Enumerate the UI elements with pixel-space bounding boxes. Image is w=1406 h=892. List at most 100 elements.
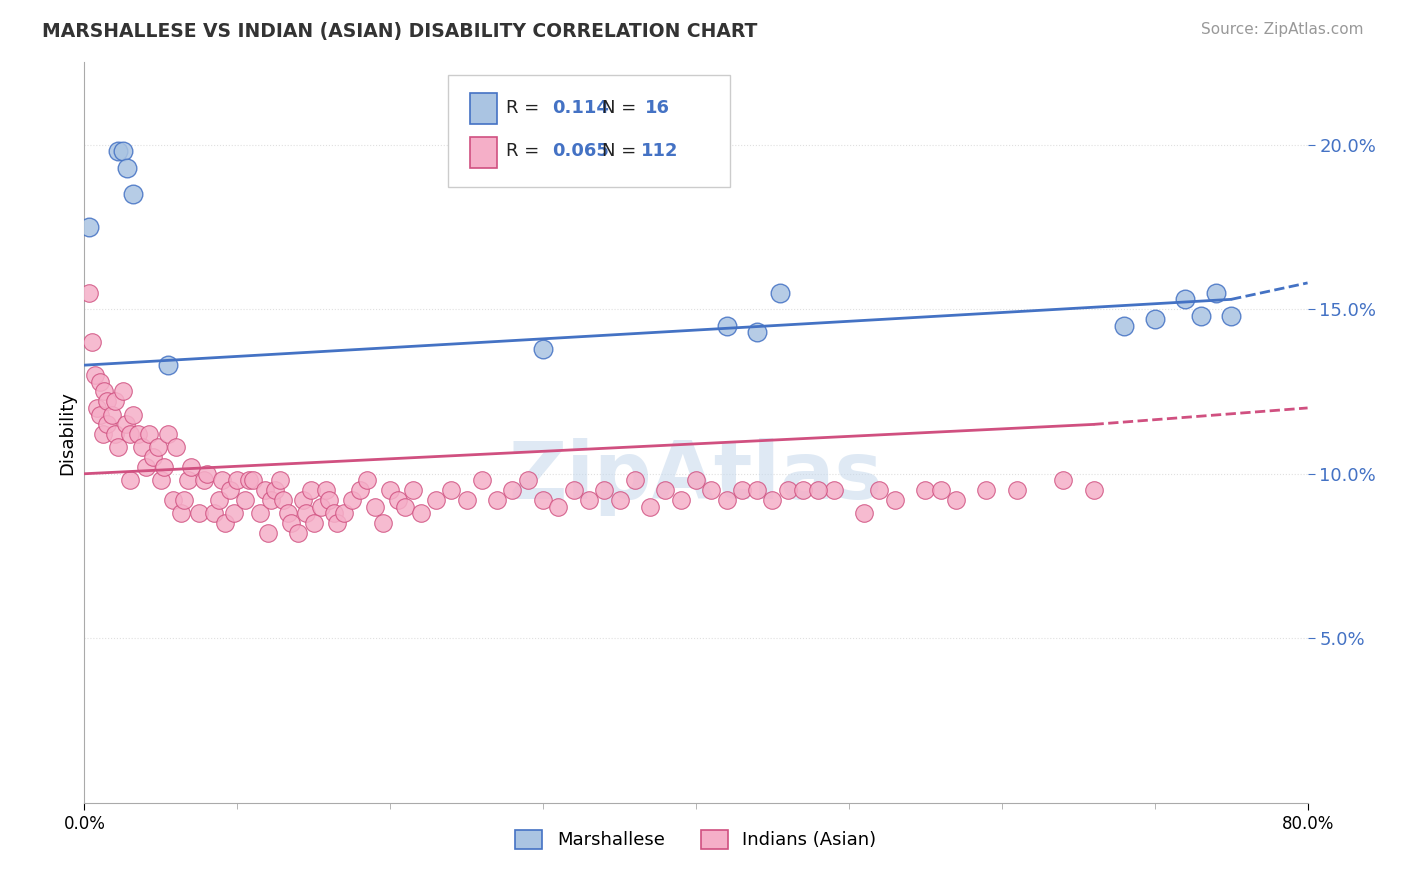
Point	[562, 483, 585, 498]
Point	[869, 483, 891, 498]
Point	[146, 441, 169, 455]
Point	[111, 384, 134, 399]
Point	[315, 483, 337, 498]
Point	[93, 384, 115, 399]
Text: 0.065: 0.065	[551, 143, 609, 161]
Point	[202, 506, 225, 520]
Point	[257, 526, 280, 541]
Point	[914, 483, 936, 498]
Point	[1114, 318, 1136, 333]
Text: R =: R =	[506, 143, 546, 161]
Point	[114, 417, 136, 432]
Point	[104, 394, 127, 409]
Point	[111, 145, 134, 159]
Point	[287, 526, 309, 541]
Point	[747, 325, 769, 339]
Point	[624, 473, 647, 487]
Point	[364, 500, 387, 514]
Point	[211, 473, 233, 487]
Point	[180, 460, 202, 475]
Point	[1174, 293, 1197, 307]
Point	[685, 473, 707, 487]
Point	[356, 473, 378, 487]
Point	[115, 161, 138, 175]
Point	[731, 483, 754, 498]
Point	[208, 493, 231, 508]
Point	[425, 493, 447, 508]
Point	[1189, 309, 1212, 323]
Point	[269, 473, 291, 487]
Point	[1143, 312, 1166, 326]
Point	[700, 483, 723, 498]
Point	[792, 483, 814, 498]
Point	[340, 493, 363, 508]
Point	[716, 318, 738, 333]
Point	[135, 460, 157, 475]
Point	[547, 500, 569, 514]
Point	[578, 493, 600, 508]
Point	[776, 483, 799, 498]
Point	[277, 506, 299, 520]
Point	[84, 368, 107, 382]
Point	[280, 516, 302, 530]
Legend: Marshallese, Indians (Asian): Marshallese, Indians (Asian)	[508, 823, 884, 856]
Point	[349, 483, 371, 498]
Point	[138, 427, 160, 442]
Point	[299, 483, 322, 498]
Text: MARSHALLESE VS INDIAN (ASIAN) DISABILITY CORRELATION CHART: MARSHALLESE VS INDIAN (ASIAN) DISABILITY…	[42, 22, 758, 41]
Point	[456, 493, 478, 508]
Point	[89, 375, 111, 389]
Point	[333, 506, 356, 520]
Point	[122, 408, 145, 422]
Point	[945, 493, 967, 508]
Point	[149, 473, 172, 487]
Bar	[470, 93, 496, 124]
Point	[271, 493, 294, 508]
Point	[371, 516, 394, 530]
Point	[177, 473, 200, 487]
Point	[122, 187, 145, 202]
Point	[976, 483, 998, 498]
Text: N =: N =	[602, 143, 641, 161]
Point	[165, 441, 187, 455]
Point	[669, 493, 692, 508]
Point	[173, 493, 195, 508]
Point	[214, 516, 236, 530]
Bar	[470, 137, 496, 169]
Point	[153, 460, 176, 475]
Point	[264, 483, 287, 498]
Point	[226, 473, 249, 487]
Point	[593, 483, 616, 498]
Text: R =: R =	[506, 99, 546, 117]
Point	[516, 473, 538, 487]
Point	[1205, 285, 1227, 300]
Point	[1052, 473, 1074, 487]
Point	[242, 473, 264, 487]
Point	[80, 335, 103, 350]
Point	[295, 506, 318, 520]
Point	[107, 441, 129, 455]
Point	[883, 493, 905, 508]
Point	[1005, 483, 1028, 498]
Text: ZipAtlas: ZipAtlas	[509, 438, 883, 516]
Point	[142, 450, 165, 465]
Point	[325, 516, 347, 530]
Point	[823, 483, 845, 498]
Point	[195, 467, 218, 481]
Point	[502, 483, 524, 498]
Point	[131, 441, 153, 455]
Point	[440, 483, 463, 498]
Point	[380, 483, 402, 498]
Point	[188, 506, 211, 520]
Point	[318, 493, 340, 508]
Point	[162, 493, 184, 508]
FancyBboxPatch shape	[447, 75, 730, 186]
Text: 112: 112	[641, 143, 679, 161]
Point	[89, 408, 111, 422]
Point	[761, 493, 783, 508]
Point	[238, 473, 260, 487]
Point	[120, 427, 142, 442]
Point	[322, 506, 344, 520]
Point	[233, 493, 256, 508]
Text: 0.114: 0.114	[551, 99, 609, 117]
